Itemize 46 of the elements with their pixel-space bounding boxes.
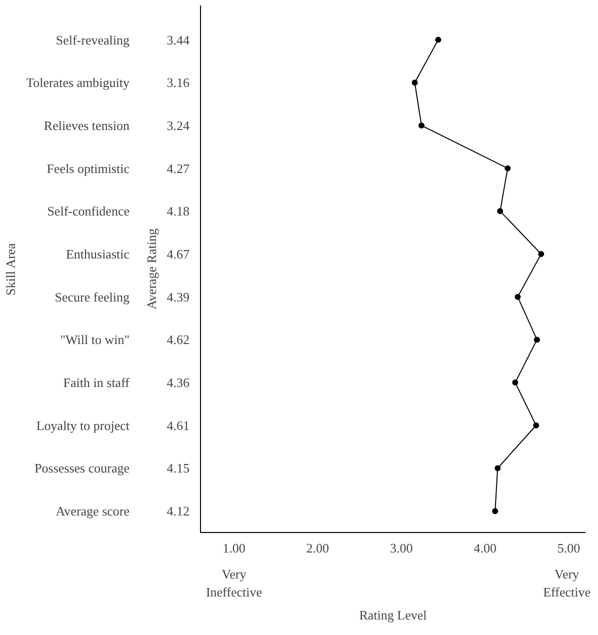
x-tick-label: 4.00 [474, 540, 496, 556]
data-label: 4.61 [166, 418, 190, 433]
point [514, 294, 521, 300]
data-label: 3.44 [166, 32, 190, 48]
point [512, 380, 518, 386]
data-label: 4.67 [166, 246, 190, 262]
y-tick-label: Secure feeling [54, 289, 130, 304]
y-tick-label: Feels optimistic [46, 160, 130, 176]
point [435, 36, 442, 43]
y-axis-title: Skill Area [3, 242, 18, 296]
x-tick-label: 5.00 [557, 540, 580, 556]
y-tick-label: Enthusiastic [66, 246, 130, 262]
y-tick-label: Average score [56, 504, 130, 519]
point [494, 465, 501, 472]
data-label: 4.39 [166, 289, 190, 304]
x-tick-label: 2.00 [306, 540, 330, 556]
data-label: 4.15 [166, 460, 190, 476]
y-tick-label: Loyalty to project [36, 418, 130, 433]
y-tick-label: "Will to win" [60, 332, 130, 348]
data-label: 3.16 [166, 75, 190, 90]
y-tick-label: Faith in staff [63, 375, 130, 390]
data-label: 4.36 [166, 375, 190, 390]
text: Very Ineffective [206, 566, 262, 600]
x-tick-label: 1.00 [222, 540, 246, 556]
y-tick-label: Possesses courage [34, 460, 130, 476]
y-tick-label: Tolerates ambiguity [26, 75, 130, 90]
point [534, 336, 540, 343]
point [492, 508, 498, 514]
data-label: 4.27 [166, 160, 190, 176]
point [412, 80, 418, 86]
y-tick-label: Relieves tension [44, 118, 130, 133]
point [533, 422, 540, 428]
point [497, 208, 504, 214]
y-tick-label: Self-revealing [56, 32, 130, 48]
data-label: 4.12 [166, 504, 190, 519]
point [504, 165, 511, 172]
data-label: 3.24 [166, 118, 190, 133]
x-axis-title: Rating Level [359, 608, 428, 622]
x-tick-label: 3.00 [390, 540, 413, 556]
point [418, 122, 424, 128]
data-label: 4.62 [166, 332, 190, 348]
text: Average Rating [144, 228, 159, 310]
text: Very Effective [543, 566, 591, 600]
point [538, 251, 544, 257]
y-tick-label: Self-confidence [47, 204, 130, 219]
data-label: 4.18 [166, 204, 190, 219]
